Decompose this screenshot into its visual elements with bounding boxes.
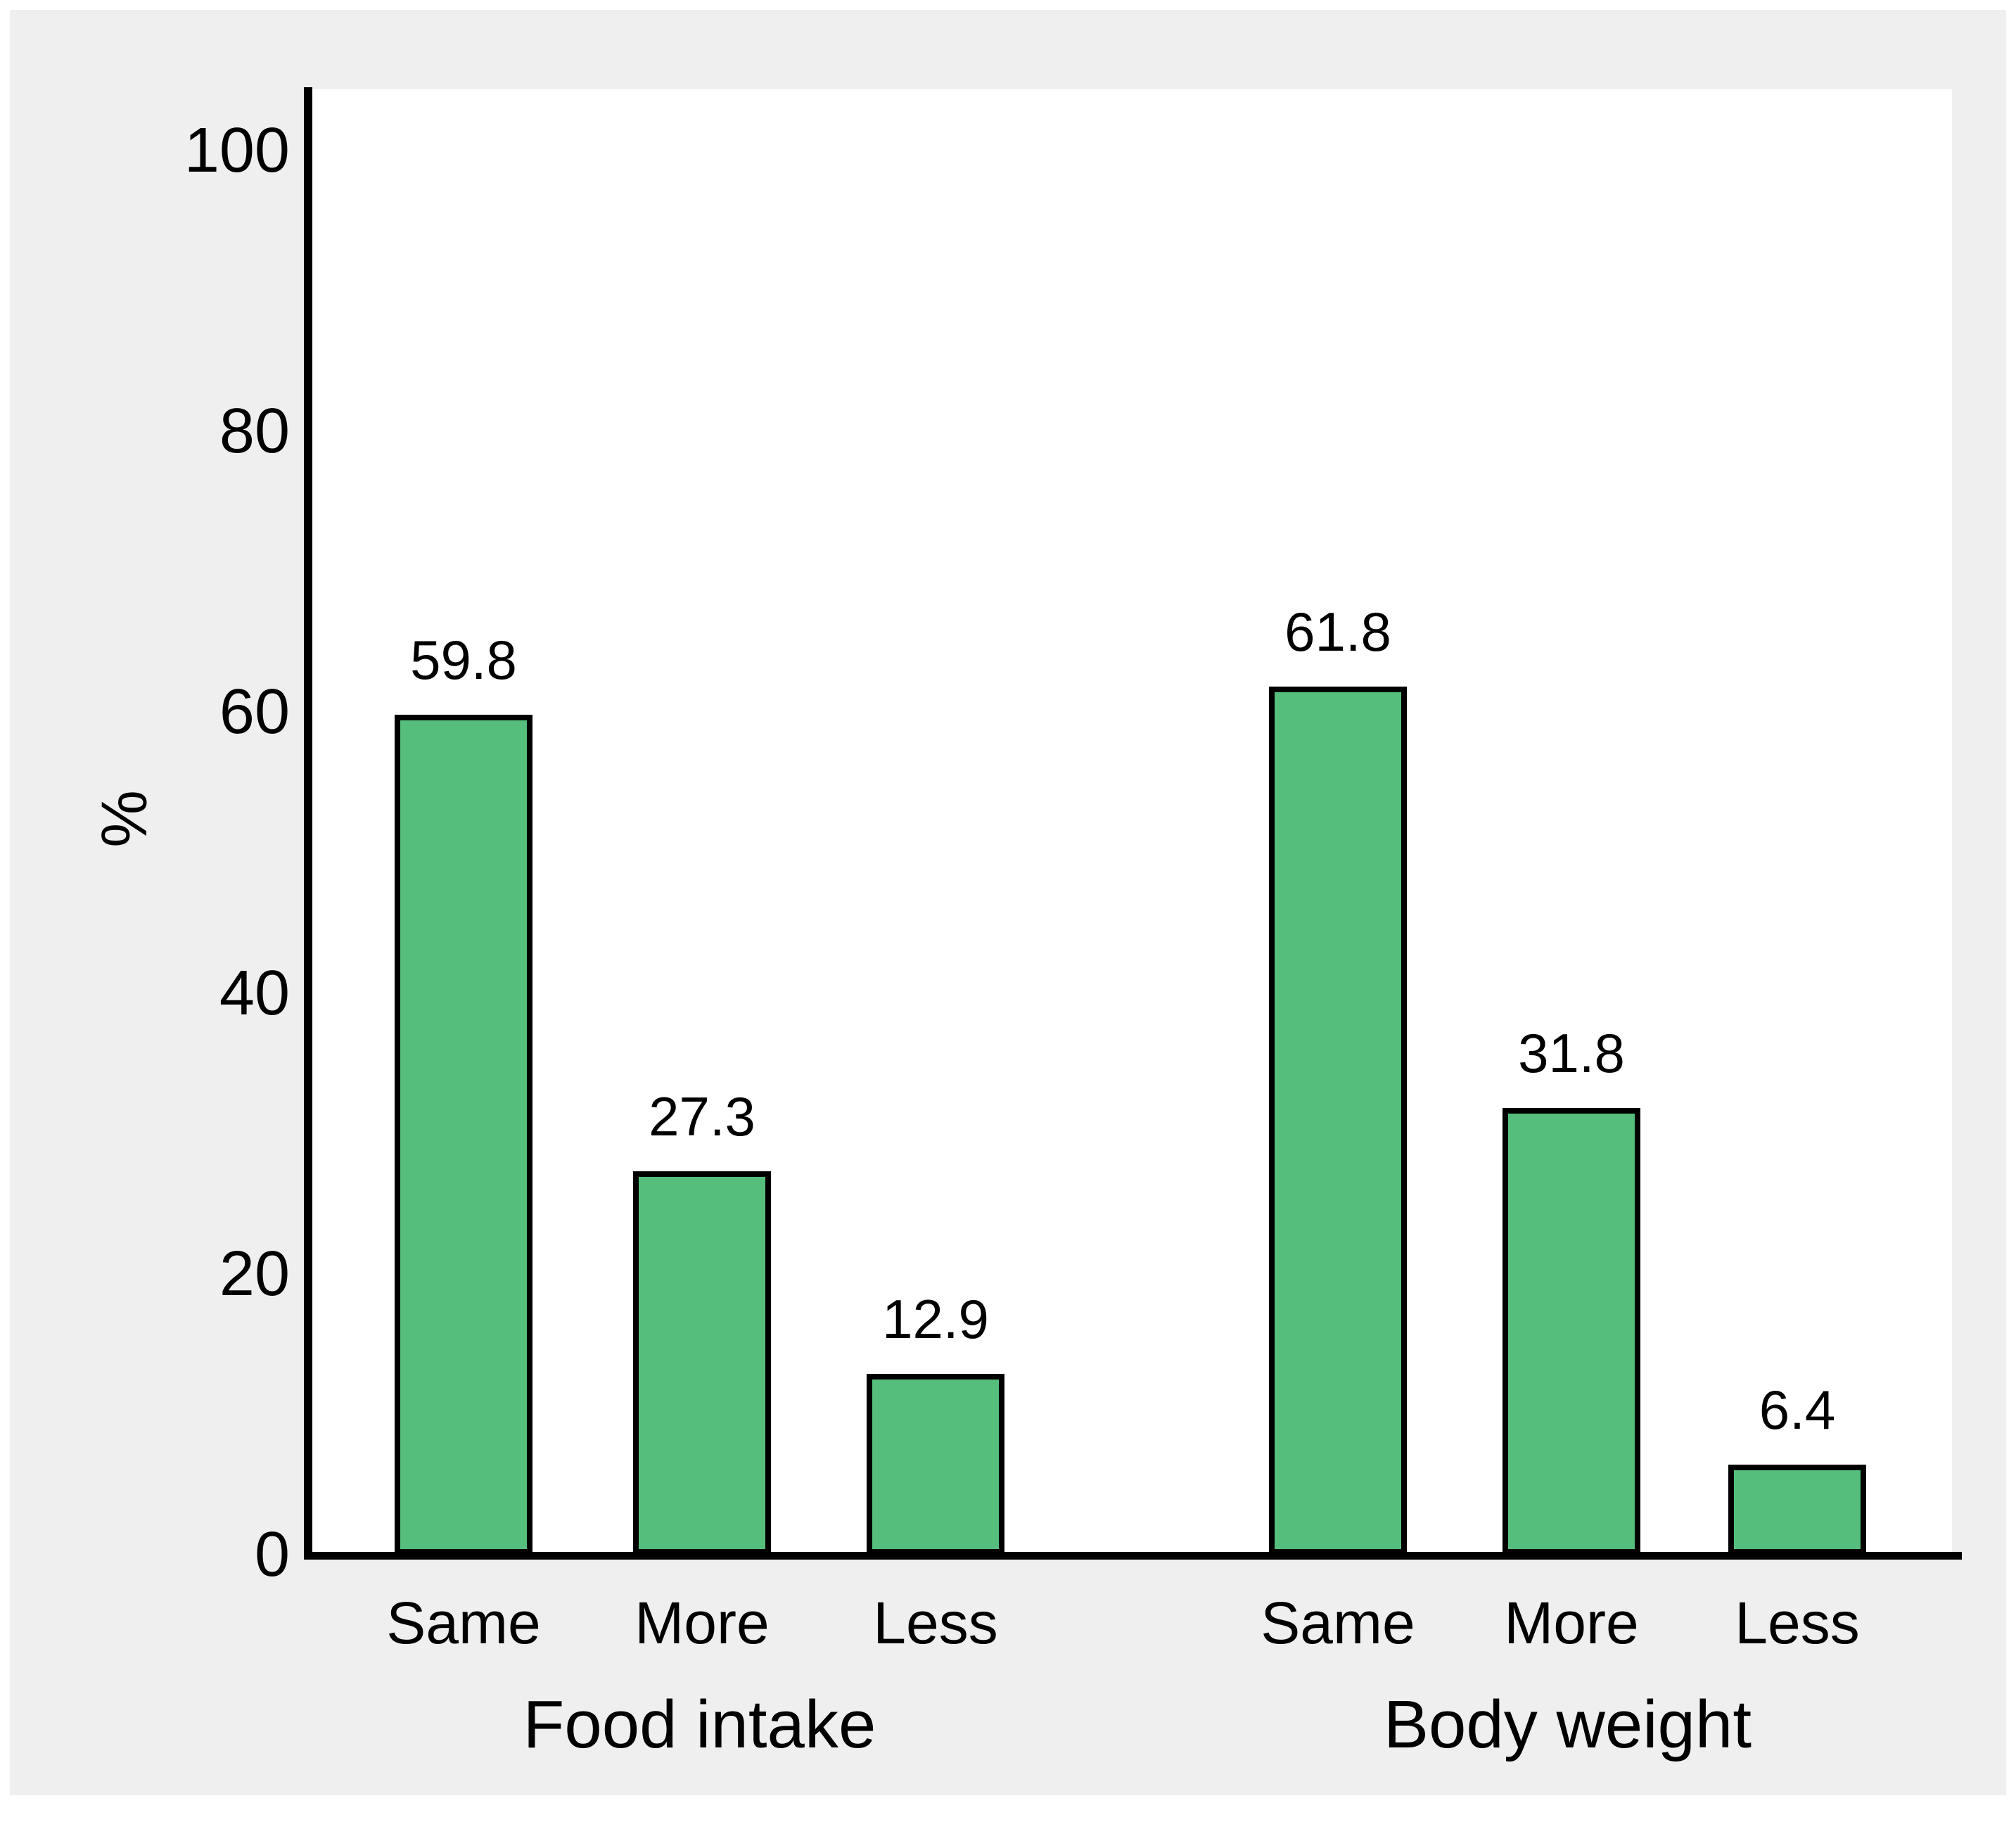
y-tick-label-20: 20 (219, 1239, 290, 1309)
group-label-food-intake: Food intake (523, 1687, 876, 1762)
bar-food-intake-more (633, 1171, 771, 1555)
category-label-same: Same (386, 1590, 541, 1656)
y-axis-line (304, 87, 312, 1560)
value-label: 59.8 (410, 629, 517, 691)
x-axis-line (304, 1552, 1962, 1560)
bar-body-weight-less (1728, 1465, 1866, 1555)
y-tick-label-0: 0 (254, 1520, 290, 1590)
group-label-body-weight: Body weight (1384, 1687, 1752, 1762)
category-label-more: More (1504, 1590, 1639, 1656)
y-tick-label-40: 40 (219, 958, 290, 1028)
value-label: 61.8 (1284, 601, 1391, 663)
value-label: 27.3 (649, 1085, 755, 1147)
y-axis-title: % (89, 790, 160, 848)
y-tick-label-80: 80 (219, 396, 290, 466)
category-label-same: Same (1261, 1590, 1415, 1656)
plot-area (309, 89, 1952, 1555)
y-tick-label-60: 60 (219, 677, 290, 747)
bar-body-weight-same (1269, 687, 1407, 1555)
category-label-less: Less (873, 1590, 998, 1656)
category-label-more: More (634, 1590, 770, 1656)
value-label: 12.9 (882, 1288, 989, 1350)
value-label: 31.8 (1518, 1022, 1625, 1084)
chart-panel: 0 20 40 60 80 100 % 59.8 27.3 12.9 61.8 31.8 6.4 S… (10, 10, 2006, 1795)
bar-body-weight-more (1503, 1108, 1640, 1555)
bar-food-intake-same (395, 715, 532, 1555)
bar-food-intake-less (867, 1374, 1004, 1555)
category-label-less: Less (1735, 1590, 1860, 1656)
y-tick-label-100: 100 (184, 115, 290, 186)
value-label: 6.4 (1759, 1379, 1836, 1441)
